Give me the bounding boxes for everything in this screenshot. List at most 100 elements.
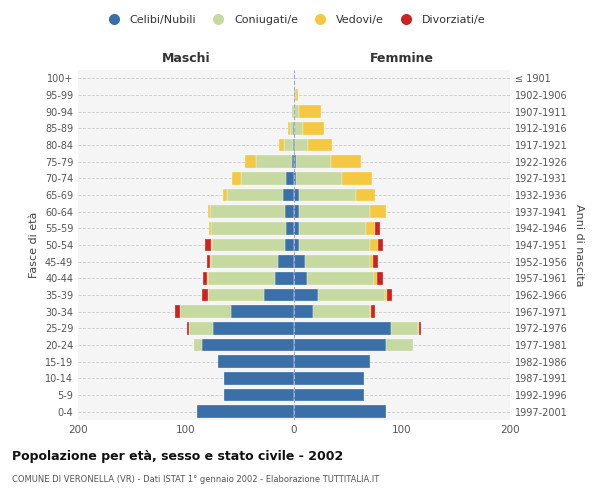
Bar [278, 256, 294, 268]
Y-axis label: Fasce di età: Fasce di età [29, 212, 39, 278]
Bar [286, 239, 294, 251]
Bar [284, 138, 293, 151]
Bar [264, 289, 294, 301]
Bar [175, 306, 179, 318]
Bar [296, 89, 298, 101]
Bar [305, 256, 370, 268]
Bar [224, 372, 294, 384]
Bar [294, 222, 299, 234]
Bar [211, 222, 286, 234]
Bar [294, 306, 313, 318]
Bar [294, 106, 299, 118]
Bar [203, 272, 206, 284]
Bar [202, 289, 208, 301]
Bar [370, 256, 373, 268]
Bar [202, 339, 294, 351]
Bar [299, 206, 370, 218]
Text: COMUNE DI VERONELLA (VR) - Dati ISTAT 1° gennaio 2002 - Elaborazione TUTTITALIA.: COMUNE DI VERONELLA (VR) - Dati ISTAT 1°… [12, 475, 379, 484]
Bar [391, 322, 418, 334]
Bar [294, 156, 296, 168]
Bar [294, 322, 391, 334]
Bar [377, 272, 383, 284]
Bar [294, 172, 296, 184]
Bar [208, 206, 210, 218]
Bar [293, 138, 294, 151]
Bar [418, 322, 419, 334]
Bar [206, 256, 210, 268]
Bar [370, 206, 386, 218]
Bar [290, 122, 293, 134]
Bar [241, 172, 286, 184]
Bar [294, 206, 299, 218]
Bar [197, 406, 294, 418]
Bar [375, 222, 380, 234]
Bar [299, 188, 356, 201]
Bar [371, 306, 375, 318]
Bar [299, 222, 367, 234]
Bar [208, 289, 264, 301]
Bar [294, 272, 307, 284]
Bar [313, 306, 370, 318]
Bar [370, 306, 371, 318]
Bar [294, 239, 299, 251]
Bar [294, 389, 364, 401]
Bar [294, 256, 305, 268]
Bar [294, 406, 386, 418]
Text: Femmine: Femmine [370, 52, 434, 65]
Bar [205, 239, 211, 251]
Bar [387, 289, 392, 301]
Bar [210, 206, 286, 218]
Bar [245, 156, 256, 168]
Bar [224, 389, 294, 401]
Bar [283, 188, 294, 201]
Bar [232, 172, 241, 184]
Bar [292, 106, 294, 118]
Bar [295, 138, 308, 151]
Bar [286, 206, 294, 218]
Bar [208, 272, 275, 284]
Bar [331, 156, 361, 168]
Bar [293, 122, 294, 134]
Bar [287, 122, 290, 134]
Bar [189, 322, 213, 334]
Bar [294, 138, 295, 151]
Bar [294, 356, 370, 368]
Bar [294, 372, 364, 384]
Bar [212, 239, 286, 251]
Bar [210, 256, 211, 268]
Bar [209, 222, 211, 234]
Bar [223, 188, 227, 201]
Bar [218, 356, 294, 368]
Bar [386, 339, 413, 351]
Bar [341, 172, 372, 184]
Bar [299, 239, 370, 251]
Bar [286, 222, 294, 234]
Bar [213, 322, 294, 334]
Legend: Celibi/Nubili, Coniugati/e, Vedovi/e, Divorziati/e: Celibi/Nubili, Coniugati/e, Vedovi/e, Di… [98, 10, 490, 29]
Bar [378, 239, 383, 251]
Bar [308, 138, 332, 151]
Bar [232, 306, 294, 318]
Bar [419, 322, 421, 334]
Text: Popolazione per età, sesso e stato civile - 2002: Popolazione per età, sesso e stato civil… [12, 450, 343, 463]
Bar [370, 239, 378, 251]
Bar [356, 188, 375, 201]
Bar [307, 272, 374, 284]
Bar [294, 122, 302, 134]
Bar [296, 172, 341, 184]
Bar [275, 272, 294, 284]
Bar [296, 156, 331, 168]
Bar [286, 172, 294, 184]
Bar [227, 188, 283, 201]
Bar [211, 256, 278, 268]
Bar [292, 156, 294, 168]
Bar [206, 272, 208, 284]
Bar [374, 272, 377, 284]
Bar [187, 322, 189, 334]
Bar [385, 289, 387, 301]
Bar [179, 306, 232, 318]
Bar [294, 289, 318, 301]
Bar [294, 339, 386, 351]
Bar [318, 289, 385, 301]
Bar [294, 89, 296, 101]
